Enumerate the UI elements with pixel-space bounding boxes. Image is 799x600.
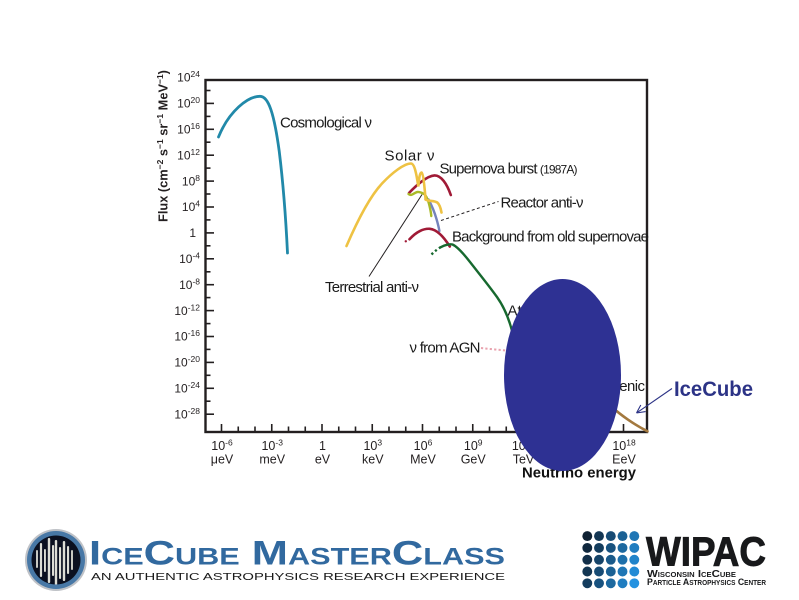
svg-text:Supernova burst (1987A): Supernova burst (1987A) xyxy=(440,161,578,178)
svg-text:IceCube: IceCube xyxy=(674,377,753,401)
svg-text:Reactor anti-ν: Reactor anti-ν xyxy=(501,195,584,212)
svg-text:μeV: μeV xyxy=(211,453,234,467)
svg-text:meV: meV xyxy=(259,453,285,467)
svg-text:AN AUTHENTIC ASTROPHYSICS RESE: AN AUTHENTIC ASTROPHYSICS RESEARCH EXPER… xyxy=(91,571,505,583)
svg-text:Wisconsin IceCube: Wisconsin IceCube xyxy=(647,568,736,580)
svg-text:keV: keV xyxy=(362,453,384,467)
svg-text:Terrestrial anti-ν: Terrestrial anti-ν xyxy=(325,279,419,296)
svg-text:eV: eV xyxy=(315,453,331,467)
svg-text:Cosmological ν: Cosmological ν xyxy=(280,115,372,132)
svg-text:IceCube MasterClass: IceCube MasterClass xyxy=(89,535,505,573)
svg-text:GeV: GeV xyxy=(461,453,487,467)
svg-text:MeV: MeV xyxy=(410,453,436,467)
svg-text:TeV: TeV xyxy=(513,453,535,467)
svg-text:Flux (cm−2 s−1 sr−1 MeV−1): Flux (cm−2 s−1 sr−1 MeV−1) xyxy=(155,70,171,222)
svg-text:Neutrino energy: Neutrino energy xyxy=(522,466,636,482)
svg-text:1: 1 xyxy=(189,226,196,240)
svg-text:WIPAC: WIPAC xyxy=(646,529,766,575)
svg-text:1: 1 xyxy=(319,439,326,453)
svg-text:Background from old supernovae: Background from old supernovae xyxy=(452,229,649,246)
svg-text:Particle Astrophysics Center: Particle Astrophysics Center xyxy=(647,577,766,588)
svg-text:Solar ν: Solar ν xyxy=(385,148,435,165)
svg-text:ν from AGN: ν from AGN xyxy=(410,340,481,357)
svg-text:EeV: EeV xyxy=(612,453,636,467)
